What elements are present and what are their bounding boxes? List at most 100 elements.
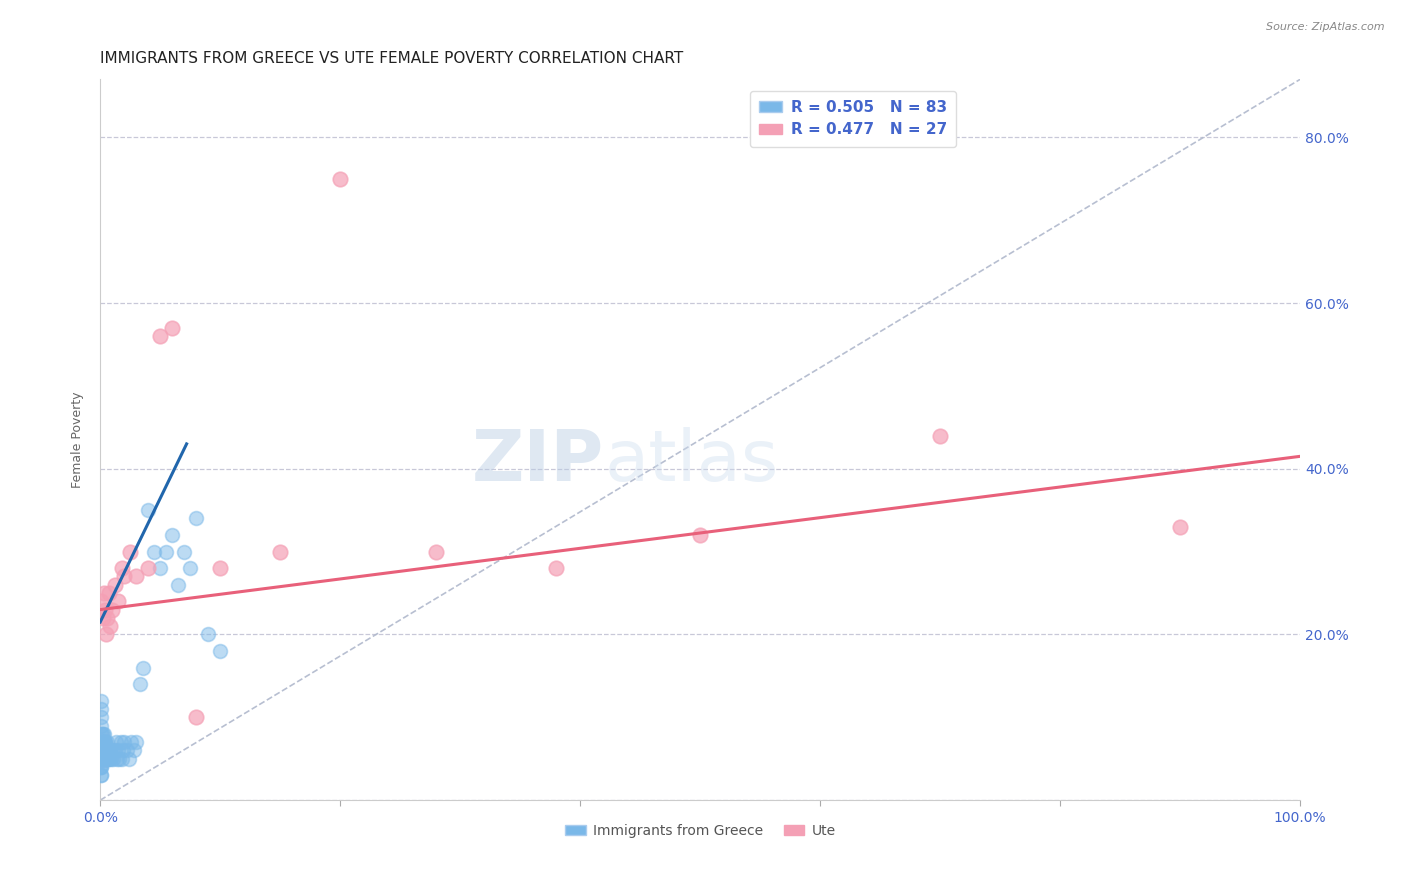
Point: [108, 752, 131, 766]
Point: [329, 171, 352, 186]
Point: [93, 743, 115, 757]
Point: [101, 602, 124, 616]
Point: [93, 735, 115, 749]
Text: atlas: atlas: [605, 427, 779, 496]
Point: [120, 735, 142, 749]
Point: [149, 561, 172, 575]
Point: [186, 710, 208, 724]
Text: IMMIGRANTS FROM GREECE VS UTE FEMALE POVERTY CORRELATION CHART: IMMIGRANTS FROM GREECE VS UTE FEMALE POV…: [100, 51, 683, 66]
Point: [90, 768, 112, 782]
Point: [90, 735, 112, 749]
Point: [179, 561, 201, 575]
Point: [90, 735, 112, 749]
Point: [125, 735, 148, 749]
Point: [111, 561, 134, 575]
Point: [97, 586, 120, 600]
Point: [97, 743, 120, 757]
Point: [110, 735, 132, 749]
Point: [98, 619, 121, 633]
Point: [112, 735, 135, 749]
Point: [94, 743, 117, 757]
Point: [91, 735, 114, 749]
Point: [155, 544, 177, 558]
Point: [98, 743, 121, 757]
Point: [98, 752, 121, 766]
Point: [112, 569, 135, 583]
Point: [111, 752, 134, 766]
Point: [160, 528, 183, 542]
Point: [90, 760, 112, 774]
Point: [96, 735, 118, 749]
Point: [209, 644, 232, 658]
Point: [91, 611, 114, 625]
Point: [167, 578, 190, 592]
Point: [94, 735, 117, 749]
Point: [128, 677, 150, 691]
Point: [100, 752, 122, 766]
Legend: Immigrants from Greece, Ute: Immigrants from Greece, Ute: [560, 819, 841, 844]
Point: [689, 528, 711, 542]
Point: [93, 752, 115, 766]
Point: [125, 569, 148, 583]
Point: [91, 743, 114, 757]
Point: [425, 544, 447, 558]
Point: [96, 627, 118, 641]
Point: [91, 735, 114, 749]
Point: [96, 611, 118, 625]
Point: [91, 752, 114, 766]
Point: [209, 561, 232, 575]
Point: [94, 743, 117, 757]
Point: [90, 743, 112, 757]
Point: [136, 561, 159, 575]
Point: [105, 752, 128, 766]
Point: [143, 544, 166, 558]
Point: [90, 718, 112, 732]
Point: [90, 752, 112, 766]
Text: ZIP: ZIP: [472, 427, 605, 496]
Point: [122, 743, 145, 757]
Point: [107, 594, 129, 608]
Point: [111, 743, 134, 757]
Point: [93, 727, 115, 741]
Point: [1168, 520, 1191, 534]
Point: [104, 743, 127, 757]
Point: [90, 752, 112, 766]
Point: [93, 743, 115, 757]
Point: [90, 710, 112, 724]
Point: [90, 594, 112, 608]
Point: [93, 752, 115, 766]
Point: [132, 660, 155, 674]
Point: [96, 743, 118, 757]
Point: [94, 752, 117, 766]
Point: [929, 428, 952, 442]
Point: [91, 743, 114, 757]
Point: [91, 743, 114, 757]
Text: Source: ZipAtlas.com: Source: ZipAtlas.com: [1267, 22, 1385, 32]
Y-axis label: Female Poverty: Female Poverty: [72, 392, 84, 488]
Point: [91, 752, 114, 766]
Point: [269, 544, 291, 558]
Point: [96, 752, 118, 766]
Point: [107, 743, 129, 757]
Point: [101, 743, 124, 757]
Point: [90, 743, 112, 757]
Point: [149, 329, 172, 343]
Point: [104, 735, 127, 749]
Point: [104, 578, 127, 592]
Point: [90, 743, 112, 757]
Point: [173, 544, 195, 558]
Point: [90, 752, 112, 766]
Point: [118, 752, 141, 766]
Point: [93, 735, 115, 749]
Point: [91, 743, 114, 757]
Point: [115, 743, 138, 757]
Point: [160, 321, 183, 335]
Point: [90, 694, 112, 708]
Point: [96, 743, 118, 757]
Point: [96, 752, 118, 766]
Point: [97, 752, 120, 766]
Point: [91, 743, 114, 757]
Point: [91, 735, 114, 749]
Point: [89, 760, 111, 774]
Point: [93, 586, 115, 600]
